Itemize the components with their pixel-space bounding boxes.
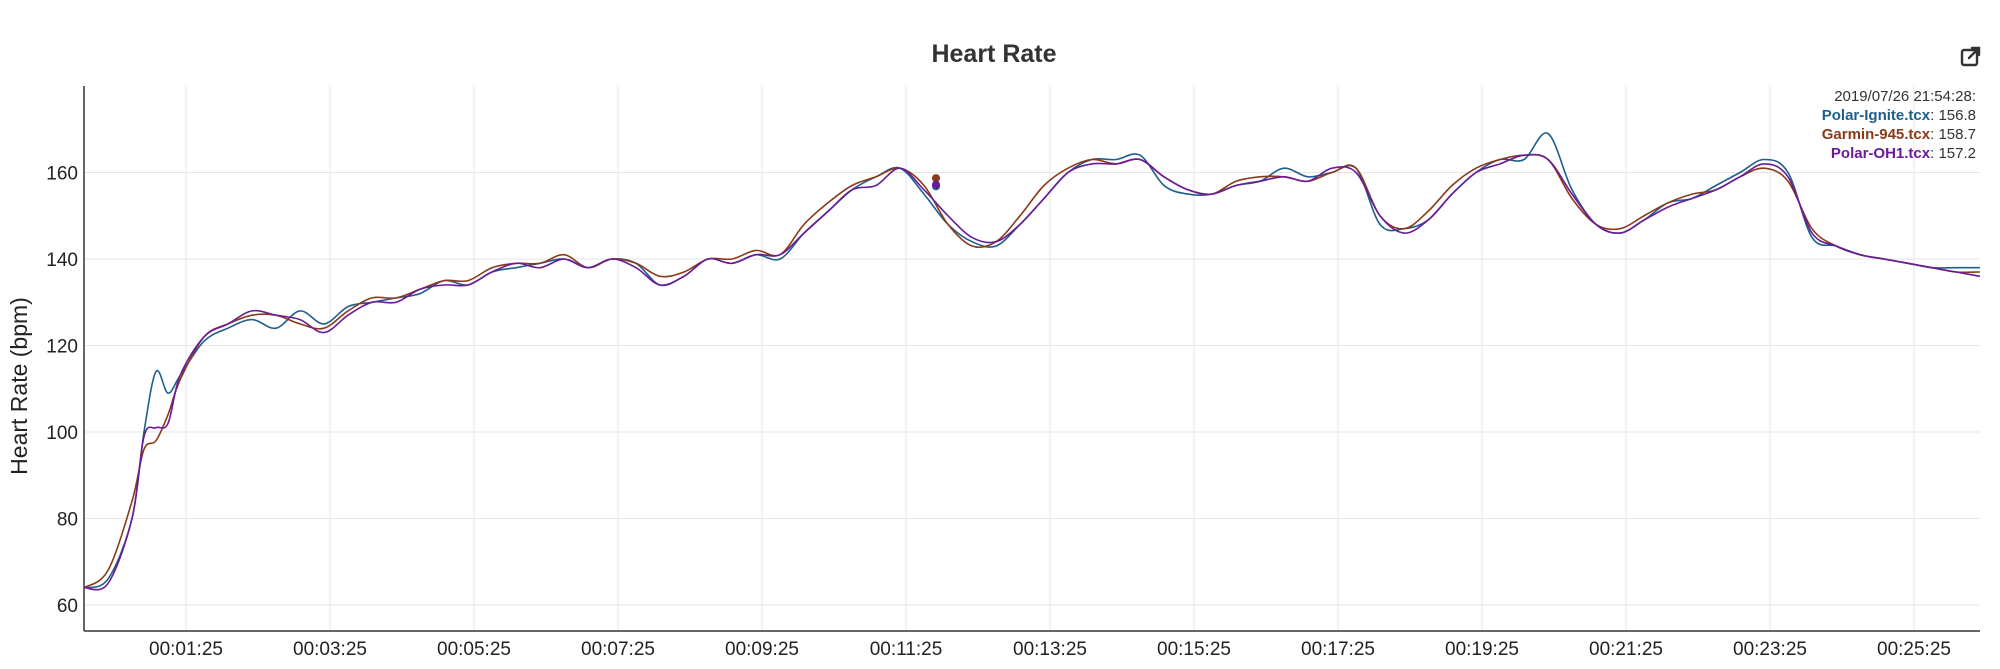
x-tick-label: 00:23:25 [1733,639,1807,660]
y-tick-label: 120 [46,337,78,358]
x-tick-label: 00:15:25 [1157,639,1231,660]
axes [83,86,1980,632]
x-tick-label: 00:09:25 [725,639,799,660]
y-tick-label: 60 [57,596,78,617]
tooltip-separator: : [1930,126,1938,143]
tooltip-series-name: Garmin-945.tcx [1822,126,1931,143]
tooltip-series-name: Polar-Ignite.tcx [1822,107,1931,124]
export-icon[interactable] [1960,46,1982,68]
y-axis-title: Heart Rate (bpm) [6,297,32,475]
x-tick-label: 00:17:25 [1301,639,1375,660]
tooltip-entry: Polar-OH1.tcx: 157.2 [1831,145,1976,162]
tooltip-series-name: Polar-OH1.tcx [1831,145,1931,162]
grid-lines [84,86,1980,631]
tooltip-separator: : [1930,107,1938,124]
hover-markers [932,174,940,191]
x-tick-label: 00:19:25 [1445,639,1519,660]
chart-title: Heart Rate [931,40,1057,68]
y-tick-label: 80 [57,510,78,531]
y-tick-label: 100 [46,423,78,444]
tooltip-separator: : [1930,145,1938,162]
tooltip-series-value: 158.7 [1938,126,1976,143]
x-tick-label: 00:25:25 [1877,639,1951,660]
y-tick-label: 160 [46,164,78,185]
tooltip-entry: Garmin-945.tcx: 158.7 [1822,126,1976,143]
x-tick-label: 00:03:25 [293,639,367,660]
x-tick-label: 00:11:25 [870,639,943,660]
x-tick-label: 00:01:25 [149,639,223,660]
tooltip-series-value: 156.8 [1938,107,1976,124]
x-tick-label: 00:05:25 [437,639,511,660]
series-lines [83,132,1981,591]
series-line-3 [83,153,1981,591]
x-tick-labels: 00:01:25 00:03:25 00:05:25 00:07:25 00:09:25… [149,639,1951,660]
y-tick-label: 140 [46,250,78,271]
series-line-1 [83,132,1980,589]
tooltip-entry: Polar-Ignite.tcx: 156.8 [1822,107,1976,124]
tooltip-legend: 2019/07/26 21:54:28: Polar-Ignite.tcx: 15… [1822,88,1976,162]
series-line-2 [83,153,1981,589]
y-tick-labels: 60 80 100 120 140 160 [46,164,78,618]
hover-marker [932,174,940,183]
x-tick-label: 00:21:25 [1589,639,1663,660]
tooltip-series-value: 157.2 [1938,145,1976,162]
tooltip-timestamp: 2019/07/26 21:54:28: [1834,88,1976,105]
x-tick-label: 00:07:25 [581,639,655,660]
x-tick-label: 00:13:25 [1013,639,1087,660]
hover-marker [932,180,940,189]
